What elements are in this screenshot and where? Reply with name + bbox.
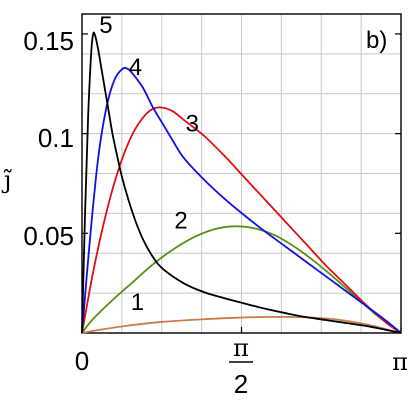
x-tick-label-0: 0 — [75, 346, 89, 376]
curve-labels: 1 2 3 45 — [99, 12, 199, 316]
series-3-line — [81, 106, 402, 334]
curves — [81, 31, 402, 334]
y-tick-label-0.05: 0.05 — [23, 221, 74, 251]
series-1-line — [81, 315, 402, 334]
y-tick-label-0.15: 0.15 — [23, 26, 74, 56]
y-tick-label-0.1: 0.1 — [38, 123, 74, 153]
series-1-label: 1 — [131, 289, 144, 316]
series-2-label: 2 — [174, 207, 187, 234]
x-tick-label-pi: π — [392, 348, 408, 376]
y-axis-label: j̃ — [1, 166, 12, 194]
series-3-label: 3 — [186, 111, 199, 138]
panel-label: b) — [366, 27, 387, 54]
series-4-line — [81, 66, 402, 334]
x-tick-label-pi-over-2-numerator: π — [233, 334, 249, 362]
series-5-line — [81, 31, 402, 334]
series-2-line — [81, 225, 402, 334]
series-4-label: 4 — [129, 54, 142, 81]
series-5-label: 5 — [99, 12, 112, 39]
x-tick-label-pi-over-2-denominator: 2 — [234, 369, 248, 399]
